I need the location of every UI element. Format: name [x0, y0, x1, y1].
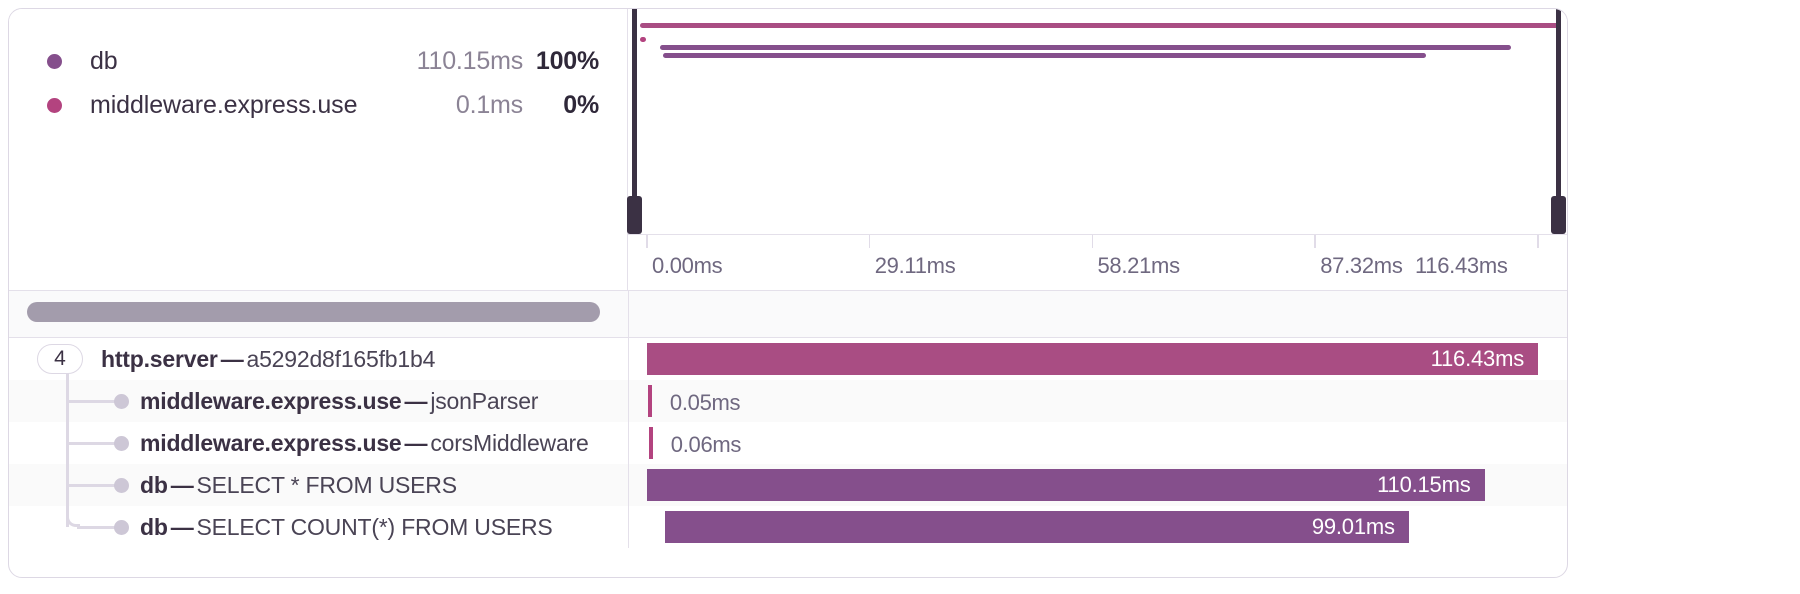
span-operation: db: [140, 471, 168, 498]
span-description: SELECT * FROM USERS: [196, 471, 458, 498]
tree-connector: [77, 526, 122, 529]
span-operation: middleware.express.use: [140, 387, 402, 414]
legend-dot-db-icon: [47, 53, 62, 69]
tree-connector: [66, 400, 122, 403]
axis-tick-mark: [1537, 235, 1539, 248]
span-description: a5292d8f165fb1b4: [246, 345, 436, 372]
axis-tick-label: 0.00ms: [652, 253, 723, 278]
waterfall-row[interactable]: 116.43ms: [629, 338, 1567, 380]
tree-connector: [66, 513, 80, 527]
waterfall-duration-label: 0.05ms: [669, 390, 741, 415]
waterfall-row[interactable]: 0.05ms: [629, 380, 1567, 422]
minimap-brush-edge-left[interactable]: [632, 9, 637, 234]
tree-trunk-line: [66, 367, 69, 527]
span-operation: middleware.express.use: [140, 429, 402, 456]
minimap-line-db-select-all: [660, 45, 1512, 50]
tree-row[interactable]: 4 http.server — a5292d8f165fb1b4: [9, 338, 628, 380]
span-rows-area: 4 http.server — a5292d8f165fb1b4 middleware.…: [9, 338, 1567, 548]
trace-waterfall-panel: db 110.15ms 100% middleware.express.use …: [8, 8, 1568, 578]
trace-minimap[interactable]: 0.00ms 29.11ms 58.21ms 87.32ms 116.43ms: [627, 9, 1567, 291]
span-operation: db: [140, 513, 168, 540]
tree-node-dot-icon: [114, 478, 129, 493]
waterfall-duration-label: 116.43ms: [1430, 346, 1525, 371]
waterfall-bar[interactable]: [647, 385, 652, 417]
span-label: middleware.express.use — corsMiddleware: [140, 430, 589, 457]
span-separator: —: [170, 471, 194, 498]
span-tree: 4 http.server — a5292d8f165fb1b4 middleware.…: [9, 338, 629, 548]
legend-row-db[interactable]: db 110.15ms 100%: [39, 39, 599, 83]
legend-percent-db: 100%: [535, 46, 599, 75]
operation-legend: db 110.15ms 100% middleware.express.use …: [9, 9, 628, 290]
legend-row-middleware[interactable]: middleware.express.use 0.1ms 0%: [39, 83, 599, 127]
axis-tick-mark: [646, 235, 648, 248]
waterfall-row[interactable]: 0.06ms: [629, 422, 1567, 464]
span-label: http.server — a5292d8f165fb1b4: [101, 346, 435, 373]
trace-summary-area: db 110.15ms 100% middleware.express.use …: [9, 9, 1567, 290]
axis-tick-label: 87.32ms: [1320, 253, 1403, 278]
span-separator: —: [404, 387, 428, 414]
tree-scrollbar-track[interactable]: [9, 291, 629, 337]
span-separator: —: [170, 513, 194, 540]
legend-percent-middleware: 0%: [563, 90, 599, 119]
minimap-brush-edge-right[interactable]: [1556, 9, 1561, 234]
minimap-brush-handle-left[interactable]: [627, 196, 642, 234]
span-label: db — SELECT COUNT(*) FROM USERS: [140, 514, 553, 541]
tree-scrollbar-thumb[interactable]: [27, 302, 600, 322]
axis-tick-label: 58.21ms: [1097, 253, 1181, 278]
tree-node-dot-icon: [114, 520, 129, 535]
legend-label-middleware: middleware.express.use: [90, 90, 358, 119]
waterfall-bar[interactable]: [648, 427, 653, 459]
legend-duration-middleware: 0.1ms: [455, 90, 523, 119]
tree-connector: [66, 442, 122, 445]
minimap-plot[interactable]: [628, 9, 1567, 234]
span-operation: http.server: [101, 345, 218, 372]
span-separator: —: [220, 345, 244, 372]
waterfall-duration-label: 110.15ms: [1377, 472, 1471, 497]
span-waterfall: 116.43ms 0.05ms 0.06ms 110.15ms 99.01ms: [629, 338, 1567, 548]
legend-duration-db: 110.15ms: [416, 46, 524, 75]
axis-tick-label: 116.43ms: [1415, 253, 1508, 278]
child-count-badge[interactable]: 4: [37, 344, 83, 374]
minimap-line-middleware-jsonParser: [640, 37, 646, 42]
minimap-line-db-select-count: [662, 53, 1426, 58]
legend-label-db: db: [90, 46, 118, 75]
time-axis: 0.00ms 29.11ms 58.21ms 87.32ms 116.43ms: [628, 234, 1567, 291]
axis-tick-mark: [1314, 235, 1316, 248]
waterfall-bar[interactable]: 116.43ms: [647, 343, 1538, 375]
tree-node-dot-icon: [114, 436, 129, 451]
waterfall-scrollbar-track[interactable]: [629, 291, 1567, 337]
tree-row[interactable]: middleware.express.use — jsonParser: [9, 380, 628, 422]
tree-node-dot-icon: [114, 394, 129, 409]
span-description: jsonParser: [430, 387, 539, 414]
span-label: db — SELECT * FROM USERS: [140, 472, 457, 499]
waterfall-row[interactable]: 110.15ms: [629, 464, 1567, 506]
tree-row[interactable]: db — SELECT COUNT(*) FROM USERS: [9, 506, 628, 548]
span-label: middleware.express.use — jsonParser: [140, 388, 538, 415]
span-separator: —: [404, 429, 428, 456]
span-description: SELECT COUNT(*) FROM USERS: [196, 513, 553, 540]
waterfall-duration-label: 0.06ms: [670, 432, 742, 457]
span-description: corsMiddleware: [430, 429, 589, 456]
waterfall-duration-label: 99.01ms: [1311, 514, 1395, 539]
waterfall-bar[interactable]: 110.15ms: [647, 469, 1485, 501]
waterfall-bar[interactable]: 99.01ms: [664, 511, 1409, 543]
axis-tick-label: 29.11ms: [874, 253, 956, 278]
waterfall-row[interactable]: 99.01ms: [629, 506, 1567, 548]
axis-tick-mark: [1091, 235, 1093, 248]
axis-tick-mark: [868, 235, 871, 248]
tree-connector: [66, 484, 122, 487]
scrollbar-row: [9, 290, 1567, 338]
legend-dot-middleware-icon: [47, 97, 62, 113]
minimap-brush-handle-right[interactable]: [1551, 196, 1566, 234]
minimap-line-http.server: [640, 23, 1559, 28]
